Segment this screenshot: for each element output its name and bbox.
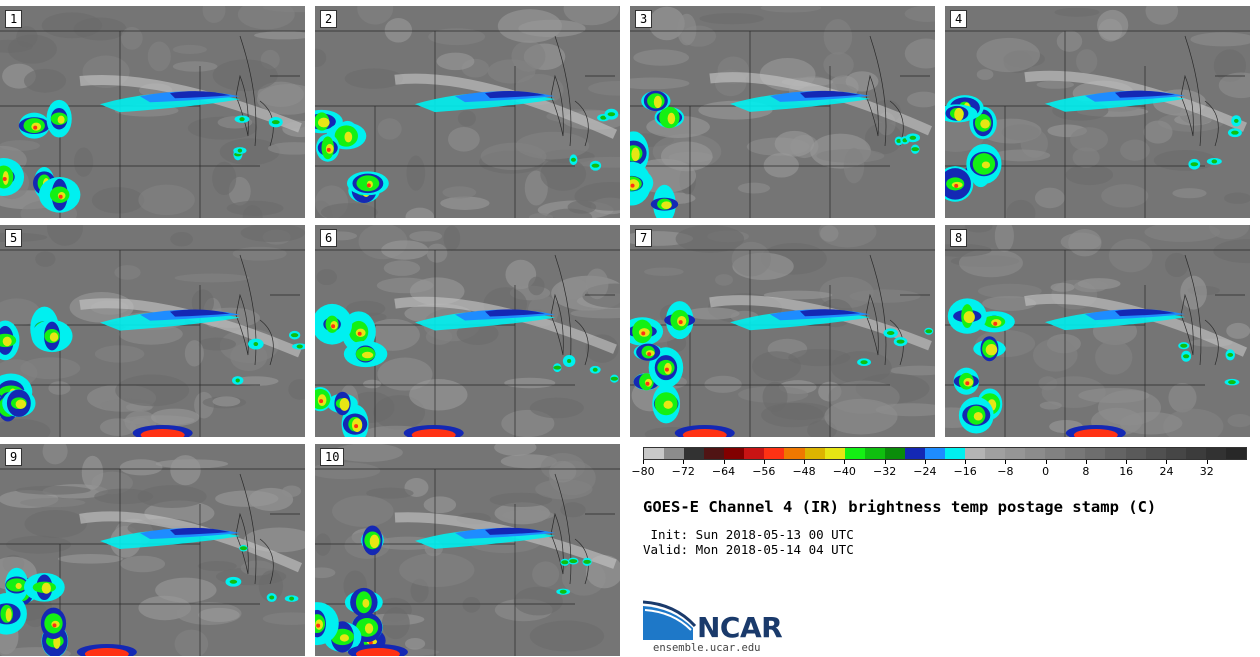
postage-stamp-panel-2: 2: [315, 6, 620, 218]
colorbar-tick-label: −40: [832, 465, 856, 478]
satellite-map-image: [630, 225, 935, 437]
colorbar-cell: [744, 448, 765, 459]
colorbar-tick-label: 16: [1119, 465, 1134, 478]
colorbar-cell: [985, 448, 1006, 459]
panel-number-label: 8: [950, 229, 968, 247]
colorbar-cell: [1025, 448, 1046, 459]
postage-stamp-panel-3: 3: [630, 6, 935, 218]
colorbar-cell: [1205, 448, 1226, 459]
colorbar-tick-labels: −80 −72 −64 −56 −48 −40 −32 −24 −16 −8 0 8 16 24 32: [631, 460, 1247, 480]
postage-stamp-panel-8: 8: [945, 225, 1250, 437]
colorbar-cell: [864, 448, 885, 459]
colorbar-cell: [664, 448, 685, 459]
satellite-map-image: [315, 444, 620, 656]
postage-stamp-panel-4: 4: [945, 6, 1250, 218]
colorbar-tick-mark: [1045, 460, 1047, 464]
colorbar-tick-label: −80: [631, 465, 655, 478]
colorbar-tick-mark: [844, 460, 846, 464]
colorbar-cell: [844, 448, 865, 459]
satellite-map-image: [0, 225, 305, 437]
colorbar-cell: [924, 448, 945, 459]
colorbar-cell: [1085, 448, 1106, 459]
colorbar-tick-label: 8: [1082, 465, 1090, 478]
panel-number-label: 2: [320, 10, 338, 28]
satellite-map-image: [315, 6, 620, 218]
postage-stamp-panel-9: 9: [0, 444, 305, 656]
panel-number-label: 7: [635, 229, 653, 247]
colorbar-cell: [944, 448, 965, 459]
init-time: Init: Sun 2018-05-13 00 UTC: [643, 527, 854, 542]
satellite-map-image: [0, 6, 305, 218]
colorbar-cell: [1005, 448, 1026, 459]
ncar-logo-text: NCAR: [697, 611, 783, 644]
colorbar-tick-mark: [1085, 460, 1087, 464]
colorbar-cell: [804, 448, 825, 459]
colorbar-cell: [764, 448, 785, 459]
colorbar-tick-mark: [1166, 460, 1168, 464]
satellite-map-image: [945, 225, 1250, 437]
panel-number-label: 6: [320, 229, 338, 247]
colorbar-cell: [644, 448, 665, 459]
colorbar-tick-label: −56: [752, 465, 776, 478]
colorbar-cell: [1125, 448, 1146, 459]
panel-number-label: 9: [5, 448, 23, 466]
colorbar-tick-label: 32: [1199, 465, 1214, 478]
colorbar-cell: [824, 448, 845, 459]
postage-stamp-panel-6: 6: [315, 225, 620, 437]
postage-stamp-panel-7: 7: [630, 225, 935, 437]
panel-number-label: 3: [635, 10, 653, 28]
satellite-map-image: [630, 6, 935, 218]
colorbar-tick-mark: [924, 460, 926, 464]
colorbar-tick-label: −8: [997, 465, 1014, 478]
colorbar-tick-label: −64: [711, 465, 736, 478]
colorbar-cell: [965, 448, 986, 459]
satellite-map-image: [315, 225, 620, 437]
colorbar-tick-label: 24: [1159, 465, 1174, 478]
chart-title: GOES-E Channel 4 (IR) brightness temp po…: [643, 498, 1157, 516]
postage-stamp-panel-5: 5: [0, 225, 305, 437]
colorbar-tick-mark: [763, 460, 765, 464]
ncar-logo-icon: [643, 600, 697, 640]
colorbar-tick-label: −72: [671, 465, 695, 478]
colorbar-tick-mark: [683, 460, 685, 464]
satellite-map-image: [945, 6, 1250, 218]
ncar-url: ensemble.ucar.edu: [653, 642, 761, 654]
colorbar-tick-label: −24: [913, 465, 937, 478]
colorbar-cell: [884, 448, 905, 459]
temperature-colorbar: [643, 447, 1247, 460]
colorbar-cell: [1145, 448, 1166, 459]
colorbar-tick-mark: [1206, 460, 1208, 464]
colorbar-cell: [1185, 448, 1206, 459]
postage-stamp-panel-10: 10: [315, 444, 620, 656]
colorbar-cell: [1105, 448, 1126, 459]
colorbar-cell: [1165, 448, 1186, 459]
colorbar-cell: [724, 448, 745, 459]
colorbar-cell: [1065, 448, 1086, 459]
valid-time: Valid: Mon 2018-05-14 04 UTC: [643, 542, 854, 557]
panel-number-label: 4: [950, 10, 968, 28]
colorbar-tick-mark: [804, 460, 806, 464]
colorbar-tick-mark: [1005, 460, 1007, 464]
panel-number-label: 1: [5, 10, 23, 28]
colorbar-tick-label: −32: [872, 465, 897, 478]
colorbar-tick-mark: [884, 460, 886, 464]
colorbar-cell: [904, 448, 925, 459]
colorbar-tick-mark: [723, 460, 725, 464]
colorbar-tick-mark: [643, 460, 644, 464]
panel-number-label: 5: [5, 229, 23, 247]
colorbar-cell: [1045, 448, 1066, 459]
panel-number-label: 10: [320, 448, 345, 466]
colorbar-cell: [684, 448, 705, 459]
colorbar-cell: [704, 448, 725, 459]
colorbar-tick-mark: [1126, 460, 1128, 464]
colorbar-tick-label: −16: [953, 465, 977, 478]
satellite-map-image: [0, 444, 305, 656]
colorbar-cell: [1225, 448, 1246, 459]
colorbar-tick-mark: [965, 460, 967, 464]
colorbar-tick-label: −48: [792, 465, 816, 478]
colorbar-tick-label: 0: [1042, 465, 1050, 478]
postage-stamp-panel-1: 1: [0, 6, 305, 218]
colorbar-cell: [784, 448, 805, 459]
